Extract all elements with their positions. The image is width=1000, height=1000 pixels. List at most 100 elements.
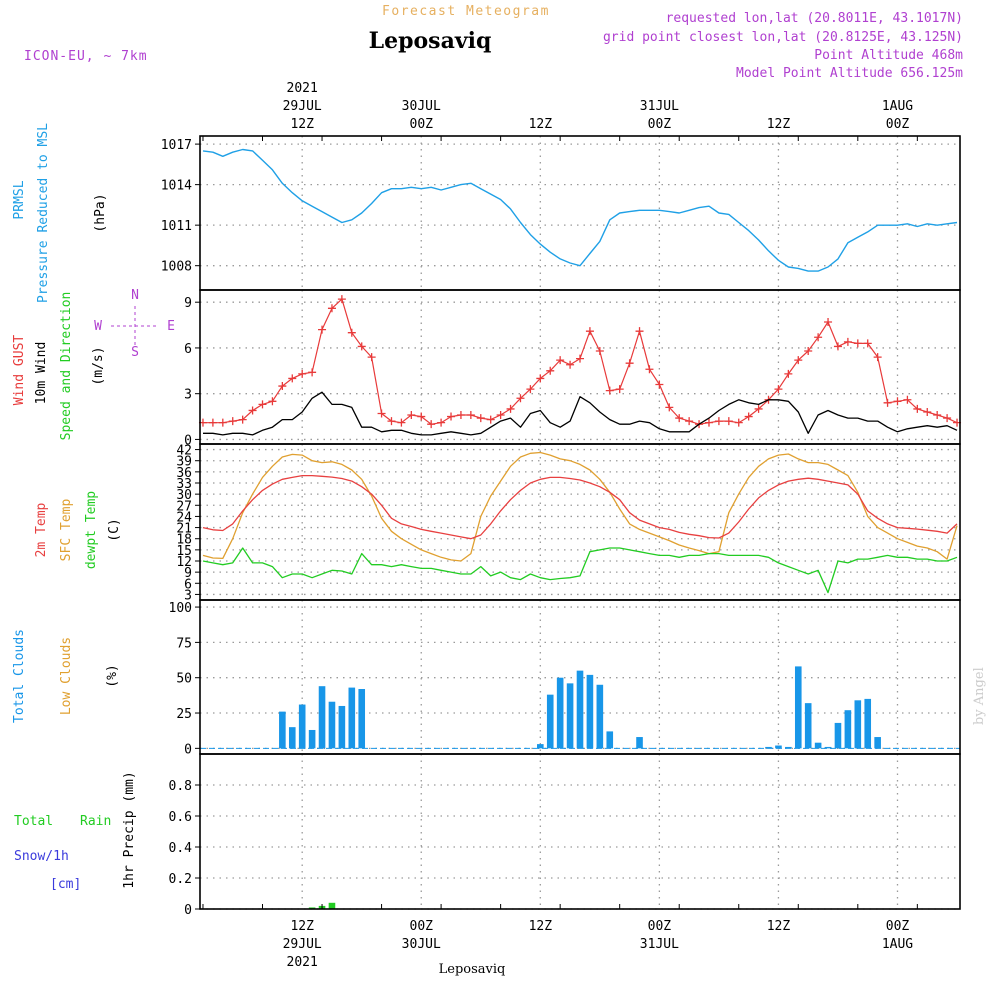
panel-frame bbox=[199, 135, 961, 291]
cloud-bar bbox=[864, 698, 872, 749]
gust-marker bbox=[933, 411, 942, 420]
dewpt-label: dewpt Temp bbox=[84, 491, 99, 569]
gust-marker bbox=[218, 418, 227, 427]
y-tick-label: 100 bbox=[169, 601, 192, 616]
cloud-bar bbox=[288, 727, 296, 749]
cloud-bar bbox=[596, 684, 604, 749]
gust-marker bbox=[258, 400, 267, 409]
total-clouds-label: Total Clouds bbox=[12, 629, 27, 723]
gust-marker bbox=[278, 382, 287, 391]
y-tick-label: 15 bbox=[176, 544, 192, 559]
sfc-temp-label: SFC Temp bbox=[59, 499, 74, 562]
y-tick-label: 1017 bbox=[161, 138, 192, 153]
cloud-bar bbox=[546, 694, 554, 749]
y-tick-label: 6 bbox=[184, 577, 192, 592]
gust-marker bbox=[327, 304, 336, 313]
cloud-bar bbox=[318, 686, 326, 749]
y-tick-label: 9 bbox=[184, 296, 192, 311]
y-tick-label: 42 bbox=[176, 444, 192, 459]
cloud-bar bbox=[785, 746, 792, 749]
gust-marker bbox=[585, 327, 594, 336]
time-label-bottom: 29JUL bbox=[283, 937, 322, 952]
gust-marker bbox=[466, 411, 475, 420]
precip-snow-label: Snow/1h bbox=[14, 849, 69, 864]
app-title: Forecast Meteogram bbox=[382, 4, 550, 19]
cloud-bar bbox=[636, 737, 643, 749]
y-tick-label: 0 bbox=[184, 903, 192, 918]
cloud-bar bbox=[804, 703, 812, 749]
gust-marker bbox=[546, 366, 555, 375]
gust-marker bbox=[298, 369, 307, 378]
y-tick-label: 50 bbox=[176, 672, 192, 687]
cloud-bar bbox=[765, 746, 772, 749]
compass-east: E bbox=[167, 319, 175, 334]
cloud-bar bbox=[537, 744, 544, 749]
gust-marker bbox=[744, 412, 753, 421]
model-altitude: Model Point Altitude 656.125m bbox=[736, 66, 963, 81]
y-tick-label: 0.6 bbox=[169, 810, 192, 825]
sfc-temp-line bbox=[202, 451, 958, 562]
gust-marker bbox=[853, 339, 862, 348]
y-tick-label: 18 bbox=[176, 533, 192, 548]
gust-marker bbox=[417, 412, 426, 421]
location-title: Leposaviq bbox=[369, 28, 492, 54]
gust-marker bbox=[427, 420, 436, 429]
requested-coords: requested lon,lat (20.8011E, 43.1017N) bbox=[666, 11, 963, 26]
time-label-top: 1AUG bbox=[882, 99, 913, 114]
time-label-top: 00Z bbox=[886, 117, 910, 132]
y-tick-label: 33 bbox=[176, 477, 192, 492]
gust-marker bbox=[704, 418, 713, 427]
cloud-bar bbox=[576, 670, 584, 749]
gust-marker bbox=[387, 417, 396, 426]
time-label-top: 12Z bbox=[290, 117, 314, 132]
gust-marker bbox=[576, 354, 584, 363]
point-altitude: Point Altitude 468m bbox=[814, 48, 963, 63]
credit-watermark: by Angel bbox=[972, 667, 987, 725]
time-label-top: 30JUL bbox=[402, 99, 441, 114]
y-tick-label: 9 bbox=[184, 566, 192, 581]
gust-marker bbox=[883, 398, 892, 407]
y-tick-label: 1008 bbox=[161, 260, 192, 275]
gust-marker bbox=[288, 374, 297, 383]
gust-label: Wind GUST bbox=[12, 335, 27, 406]
gust-marker bbox=[496, 411, 505, 420]
temp-unit: (C) bbox=[107, 518, 122, 541]
gust-marker bbox=[833, 342, 842, 351]
y-tick-label: 3 bbox=[184, 388, 192, 403]
gust-marker bbox=[516, 394, 525, 403]
precip-rain-label: Rain bbox=[80, 814, 111, 829]
y-tick-label: 0.8 bbox=[169, 779, 192, 794]
gust-marker bbox=[268, 397, 277, 406]
cloud-bar bbox=[586, 674, 594, 749]
axis-labels: 1008101110141017036936912151821242730333… bbox=[12, 81, 913, 970]
gust-marker bbox=[724, 417, 733, 426]
time-label-bottom: 12Z bbox=[767, 919, 791, 934]
cloud-bar bbox=[358, 689, 366, 749]
grid-point-coords: grid point closest lon,lat (20.8125E, 43… bbox=[603, 30, 963, 45]
gust-marker bbox=[824, 318, 833, 327]
model-label: ICON-EU, ~ 7km bbox=[24, 49, 148, 64]
gust-marker bbox=[486, 415, 495, 424]
gust-marker bbox=[913, 404, 922, 413]
gust-marker bbox=[754, 404, 763, 413]
rain-bar bbox=[328, 902, 336, 909]
panel-frame bbox=[199, 753, 961, 910]
gust-marker bbox=[248, 406, 257, 415]
gust-marker bbox=[447, 412, 456, 421]
gust-marker bbox=[506, 404, 515, 413]
gust-marker bbox=[615, 385, 624, 394]
dewpt-line bbox=[202, 547, 958, 594]
time-label-top: 00Z bbox=[410, 117, 434, 132]
y-tick-label: 0.2 bbox=[169, 872, 192, 887]
footer-location: Leposaviq bbox=[439, 962, 506, 977]
y-tick-label: 6 bbox=[184, 342, 192, 357]
y-tick-label: 12 bbox=[176, 555, 192, 570]
precip-snow-unit: [cm] bbox=[50, 877, 81, 892]
cloud-bar bbox=[606, 731, 614, 749]
gust-marker bbox=[437, 418, 446, 427]
gust-marker bbox=[536, 374, 545, 383]
y-tick-label: 1011 bbox=[161, 219, 192, 234]
gust-marker bbox=[923, 407, 932, 416]
gust-marker bbox=[714, 417, 723, 426]
gust-marker bbox=[784, 369, 793, 378]
